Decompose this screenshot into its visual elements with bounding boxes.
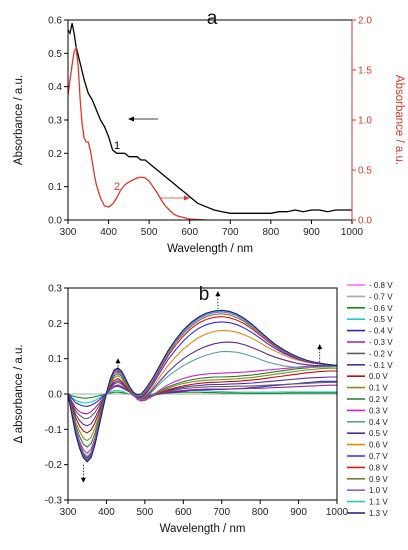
a-x-tick-label: 400 [100,227,117,238]
legend-label: - 0.3 V [369,338,393,347]
b-panel-label: b [199,284,210,305]
b-x-axis-label: Wavelength / nm [160,523,246,535]
b-legend: - 0.8 V - 0.7 V - 0.6 V - 0.5 V - 0.4 V - 0.3… [347,281,393,518]
b-series-line-21 [67,309,338,463]
b-series-line-9 [67,370,337,434]
legend-label: 0.8 V [369,463,388,472]
a-x-tick-label: 500 [141,227,158,238]
legend-label: - 0.5 V [369,315,393,324]
legend-label: 0.9 V [369,475,388,484]
b-y-tick-label: 0.2 [48,319,62,330]
b-x-tick-label: 800 [252,507,269,518]
legend-label: - 0.7 V [369,292,393,301]
b-x-tick-label: 900 [290,507,307,518]
series-2-line [67,45,206,221]
legend-label: 0.2 V [369,395,388,404]
b-series-line-15 [67,329,338,460]
a-yr-tick-label: 0.0 [358,216,372,227]
legend-label: - 0.2 V [369,349,393,358]
a-yl-tick-label: 0.4 [48,82,62,93]
b-y-tick-label: -0.1 [45,425,63,436]
series-1-line [67,23,352,214]
a-yl-tick-label: 0.1 [48,182,62,193]
a-yr-tick-label: 2.0 [358,16,372,27]
a-arrow-2-head [184,195,190,201]
legend-label: 1.1 V [369,498,388,507]
b-y-tick-label: 0.1 [48,354,62,365]
b-x-tick-label: 500 [137,507,154,518]
legend-label: - 0.1 V [369,361,393,370]
legend-label: - 0.8 V [369,281,393,290]
legend-label: - 0.6 V [369,304,393,313]
legend-label: 1.0 V [369,486,388,495]
b-x-tick-label: 400 [98,507,115,518]
a-y-axis-label-left: Absorbance / a.u. [13,75,25,165]
b-arrow-down-340-head [80,477,86,483]
b-x-tick-label: 700 [213,507,230,518]
a-y-axis-label-right: Absorbance / a.u. [393,75,405,165]
b-arrow-up-690-head [215,291,221,297]
a-x-tick-label: 700 [222,227,239,238]
b-y-tick-label: -0.3 [45,496,63,507]
b-arrow-up-430-head [115,358,121,364]
legend-label: - 0.4 V [369,327,393,336]
a-arrow-1-head [128,116,134,122]
a-series-1-label: 1 [114,140,120,152]
legend-label: 1.3 V [369,509,388,518]
a-yl-tick-label: 0.2 [48,149,62,160]
a-yr-tick-label: 0.5 [358,166,372,177]
b-y-tick-label: 0.0 [48,390,62,401]
b-x-tick-label: 600 [175,507,192,518]
a-x-tick-label: 600 [181,227,198,238]
a-yr-tick-label: 1.0 [358,116,372,127]
a-yl-tick-label: 0.0 [48,216,62,227]
b-arrow-up-955-head [317,344,323,350]
b-y-tick-label: -0.2 [45,460,63,471]
a-series-2-label: 2 [114,181,120,193]
legend-label: 0.4 V [369,418,388,427]
b-x-tick-label: 1000 [326,507,349,518]
legend-label: 0.0 V [369,372,388,381]
a-yl-tick-label: 0.5 [48,49,62,60]
a-panel-label: a [207,8,218,29]
b-y-axis-label: Δ absorbance / a.u. [13,344,25,443]
a-x-axis-label: Wavelength / nm [167,243,253,255]
a-yl-tick-label: 0.3 [48,116,62,127]
legend-label: 0.7 V [369,452,388,461]
b-x-tick-label: 300 [60,507,77,518]
legend-label: 0.1 V [369,384,388,393]
a-x-tick-label: 900 [303,227,320,238]
a-yl-tick-label: 0.6 [48,16,62,27]
b-series-line-10 [67,367,337,442]
legend-label: 0.3 V [369,406,388,415]
b-series-line-13 [67,351,338,458]
b-series-line-11 [67,365,337,448]
legend-label: 0.6 V [369,441,388,450]
a-x-tick-label: 300 [60,227,77,238]
b-y-tick-label: 0.3 [48,284,62,295]
a-x-tick-label: 800 [263,227,280,238]
legend-label: 0.5 V [369,429,388,438]
a-x-tick-label: 1000 [341,227,364,238]
a-yr-tick-label: 1.5 [358,66,372,77]
